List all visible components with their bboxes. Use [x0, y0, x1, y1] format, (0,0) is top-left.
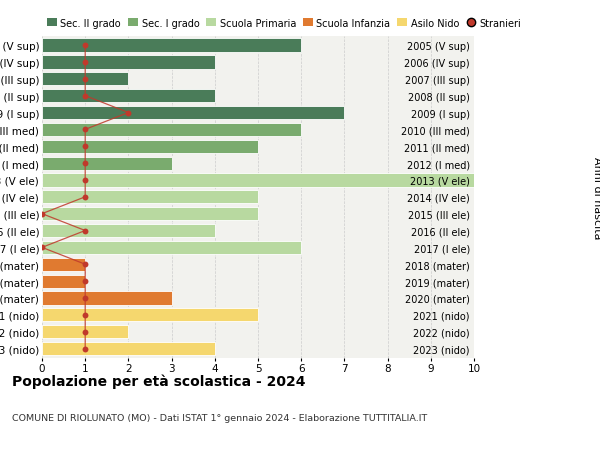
Bar: [42, 191, 258, 204]
Point: [80, 345, 90, 353]
Bar: [42, 140, 258, 153]
Bar: [42, 275, 85, 288]
Point: [80, 177, 90, 184]
Bar: [42, 241, 301, 254]
Point: [80, 227, 90, 235]
Point: [80, 328, 90, 336]
Bar: [42, 325, 128, 338]
Text: COMUNE DI RIOLUNATO (MO) - Dati ISTAT 1° gennaio 2024 - Elaborazione TUTTITALIA.: COMUNE DI RIOLUNATO (MO) - Dati ISTAT 1°…: [12, 413, 427, 422]
Bar: [42, 106, 344, 120]
Point: [37, 211, 47, 218]
Bar: [42, 308, 258, 322]
Point: [80, 42, 90, 50]
Bar: [42, 123, 301, 137]
Point: [80, 295, 90, 302]
Bar: [42, 157, 172, 170]
Point: [80, 194, 90, 201]
Point: [80, 143, 90, 151]
Text: Popolazione per età scolastica - 2024: Popolazione per età scolastica - 2024: [12, 374, 305, 389]
Bar: [42, 39, 301, 52]
Bar: [42, 292, 172, 305]
Point: [80, 312, 90, 319]
Bar: [42, 342, 215, 355]
Point: [124, 110, 133, 117]
Point: [80, 278, 90, 285]
Bar: [42, 73, 128, 86]
Point: [80, 126, 90, 134]
Bar: [42, 56, 215, 69]
Legend: Sec. II grado, Sec. I grado, Scuola Primaria, Scuola Infanzia, Asilo Nido, Stran: Sec. II grado, Sec. I grado, Scuola Prim…: [47, 19, 521, 28]
Text: Anni di nascita: Anni di nascita: [592, 156, 600, 239]
Point: [80, 59, 90, 67]
Bar: [42, 207, 258, 221]
Point: [80, 160, 90, 168]
Point: [80, 93, 90, 100]
Bar: [42, 224, 215, 238]
Bar: [42, 174, 474, 187]
Point: [37, 244, 47, 252]
Bar: [42, 90, 215, 103]
Point: [80, 76, 90, 83]
Point: [80, 261, 90, 269]
Bar: [42, 258, 85, 271]
